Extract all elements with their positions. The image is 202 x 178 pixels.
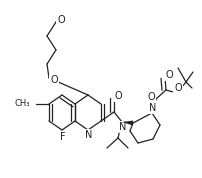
Polygon shape (121, 121, 133, 125)
Text: N: N (85, 130, 92, 140)
Text: O: O (173, 83, 181, 93)
Text: N: N (119, 122, 126, 132)
Text: O: O (114, 91, 121, 101)
Text: O: O (164, 70, 172, 80)
Text: O: O (50, 75, 58, 85)
Text: O: O (146, 92, 154, 102)
Text: F: F (60, 132, 65, 142)
Text: N: N (149, 103, 156, 113)
Text: CH₃: CH₃ (14, 100, 30, 109)
Text: O: O (57, 15, 64, 25)
